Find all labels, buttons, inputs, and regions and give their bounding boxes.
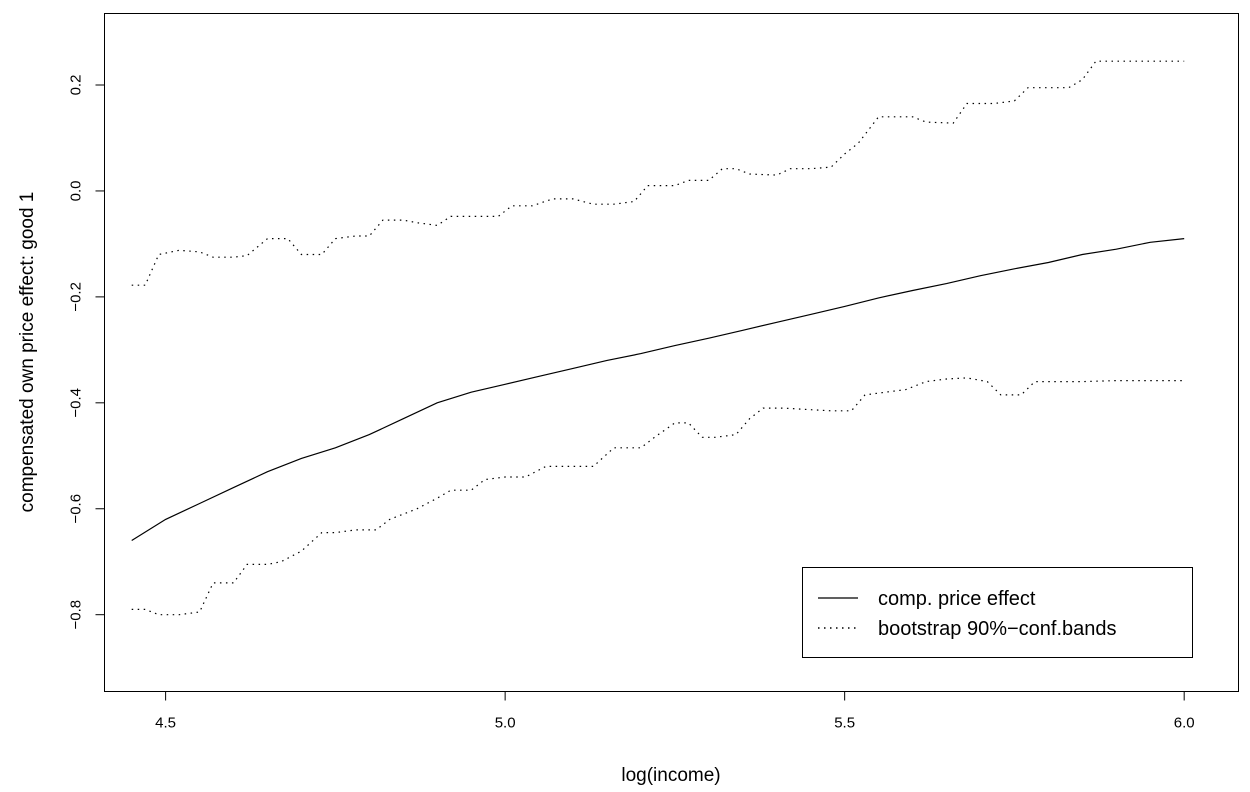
y-axis-title: compensated own price effect: good 1 bbox=[17, 192, 38, 513]
x-tick-label: 4.5 bbox=[155, 715, 176, 732]
y-tick-label: −0.6 bbox=[68, 494, 85, 524]
x-axis-ticks: 4.5 5.0 5.5 6.0 bbox=[155, 691, 1195, 732]
x-axis-title: log(income) bbox=[621, 765, 720, 786]
y-tick-label: −0.8 bbox=[68, 600, 85, 630]
series-lower-conf-band bbox=[131, 377, 1185, 616]
x-tick-label: 5.5 bbox=[834, 715, 855, 732]
legend: comp. price effect bootstrap 90%−conf.ba… bbox=[802, 567, 1193, 658]
y-axis-ticks: −0.8 −0.6 −0.4 −0.2 0.0 0.2 bbox=[68, 75, 105, 630]
legend-label-bootstrap-bands: bootstrap 90%−conf.bands bbox=[878, 618, 1117, 640]
legend-box bbox=[802, 567, 1193, 658]
series-comp-price-effect bbox=[131, 238, 1185, 542]
x-tick-label: 6.0 bbox=[1174, 715, 1195, 732]
x-tick-label: 5.0 bbox=[495, 715, 516, 732]
y-tick-label: −0.4 bbox=[68, 388, 85, 418]
legend-label-comp-price-effect: comp. price effect bbox=[878, 588, 1036, 610]
y-tick-label: 0.2 bbox=[68, 75, 85, 96]
series-group bbox=[131, 60, 1185, 616]
y-tick-label: 0.0 bbox=[68, 181, 85, 202]
y-tick-label: −0.2 bbox=[68, 282, 85, 312]
